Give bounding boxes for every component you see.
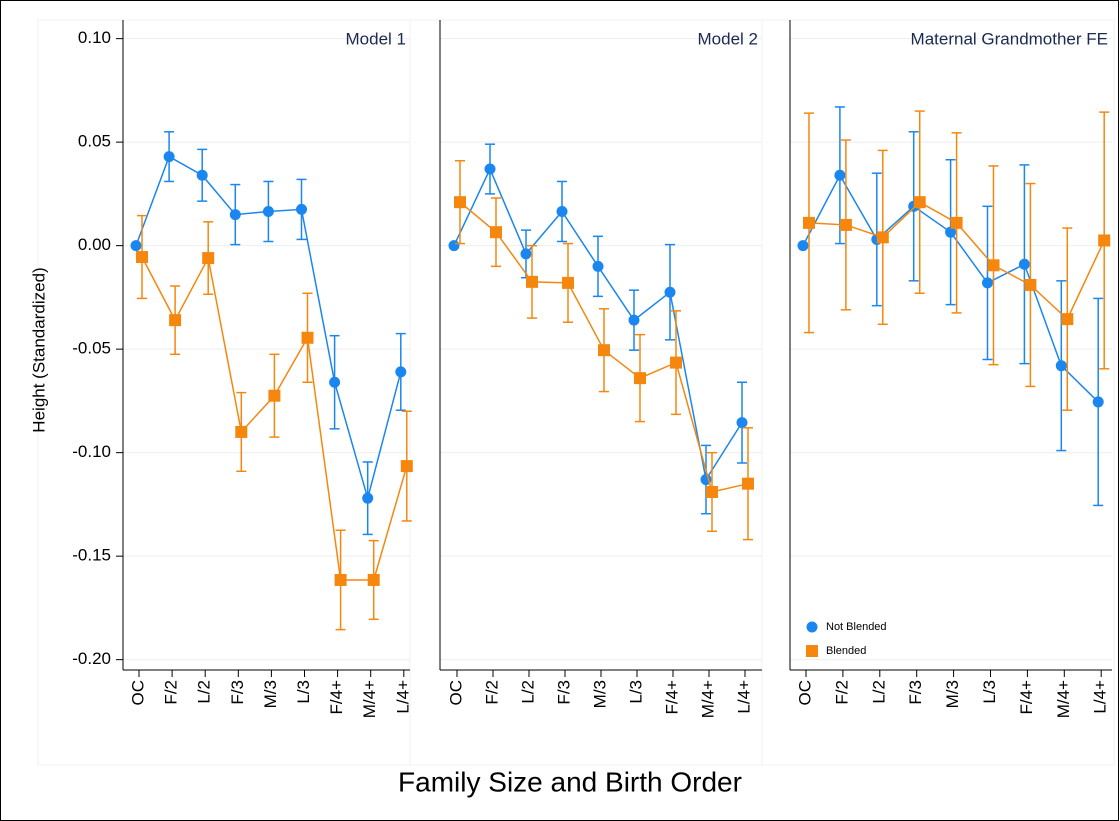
x-tick-label: OC: [795, 680, 814, 706]
x-tick-label: L/3: [626, 680, 645, 704]
point: [400, 460, 413, 473]
point: [945, 226, 957, 238]
x-axis-label: Family Size and Birth Order: [398, 766, 742, 797]
point: [202, 252, 215, 265]
x-tick-label: M/4+: [1054, 680, 1073, 718]
point: [1098, 234, 1111, 247]
y-tick-label: -0.15: [72, 546, 111, 565]
x-tick-label: F/4+: [1017, 680, 1036, 715]
point: [562, 276, 574, 289]
point: [490, 226, 502, 239]
x-tick-label: L/2: [518, 680, 537, 704]
point: [876, 231, 889, 244]
panel-title: Model 2: [698, 29, 758, 48]
x-tick-label: M/4+: [698, 680, 717, 718]
x-tick-label: M/3: [590, 680, 609, 708]
point: [526, 275, 538, 288]
x-tick-label: L/4+: [1091, 680, 1110, 714]
x-tick-label: OC: [128, 680, 147, 706]
point: [454, 196, 466, 209]
x-tick-label: L/4+: [393, 680, 412, 714]
point: [136, 251, 148, 264]
panel-title: Maternal Grandmother FE: [911, 29, 1108, 48]
y-tick-label: -0.05: [72, 339, 111, 358]
y-tick-label: 0.05: [78, 132, 111, 151]
x-tick-label: F/2: [482, 680, 501, 705]
point: [664, 286, 676, 298]
point: [163, 151, 175, 163]
point: [797, 240, 809, 252]
legend-marker: [806, 621, 818, 633]
y-tick-label: 0.10: [78, 28, 111, 47]
point: [592, 260, 604, 272]
point: [334, 573, 347, 586]
point: [130, 240, 142, 252]
point: [395, 366, 407, 378]
point: [556, 205, 568, 217]
x-tick-label: L/2: [195, 680, 214, 704]
point: [628, 314, 640, 326]
x-tick-label: F/2: [162, 680, 181, 705]
x-tick-label: L/3: [980, 680, 999, 704]
x-tick-label: OC: [446, 680, 465, 706]
point: [1024, 278, 1037, 291]
x-tick-label: F/4+: [662, 680, 681, 715]
x-tick-label: L/3: [294, 680, 313, 704]
y-axis-label: Height (Standardized): [29, 267, 48, 432]
point: [1055, 360, 1067, 372]
x-tick-label: F/2: [832, 680, 851, 705]
point: [367, 573, 380, 586]
point: [169, 314, 182, 327]
x-tick-label: F/3: [228, 680, 247, 705]
point: [229, 209, 241, 221]
point: [950, 216, 963, 229]
point: [839, 218, 852, 231]
point: [268, 389, 281, 402]
point: [448, 240, 460, 252]
y-tick-label: -0.20: [72, 649, 111, 668]
point: [982, 277, 993, 289]
point: [329, 376, 341, 388]
x-tick-label: F/3: [554, 680, 573, 705]
x-tick-label: L/4+: [734, 680, 753, 714]
point: [634, 372, 646, 385]
point: [834, 169, 846, 181]
point: [1018, 258, 1030, 270]
point: [706, 485, 718, 498]
x-tick-label: F/3: [906, 680, 925, 705]
legend-label: Not Blended: [826, 621, 887, 633]
point: [670, 356, 682, 369]
y-tick-label: 0.00: [78, 235, 111, 254]
point: [484, 163, 496, 175]
panel-frame: [761, 19, 1115, 766]
point: [987, 259, 1000, 272]
x-tick-label: M/3: [261, 680, 280, 708]
x-tick-label: M/4+: [360, 680, 379, 718]
point: [296, 203, 307, 215]
point: [301, 331, 314, 344]
x-tick-label: F/4+: [327, 680, 346, 715]
x-tick-label: M/3: [943, 680, 962, 708]
point: [520, 248, 532, 260]
legend-label: Blended: [826, 645, 866, 657]
point: [1092, 396, 1104, 408]
y-tick-label: -0.10: [72, 442, 111, 461]
point: [362, 492, 374, 504]
point: [1061, 313, 1074, 326]
legend-marker: [806, 645, 818, 657]
point: [196, 169, 208, 181]
point: [736, 417, 748, 429]
point: [803, 216, 815, 229]
panel-title: Model 1: [346, 29, 406, 48]
point: [742, 477, 754, 490]
point: [598, 344, 610, 357]
point: [262, 205, 274, 217]
point: [913, 196, 926, 209]
x-tick-label: L/2: [869, 680, 888, 704]
point: [235, 425, 248, 438]
